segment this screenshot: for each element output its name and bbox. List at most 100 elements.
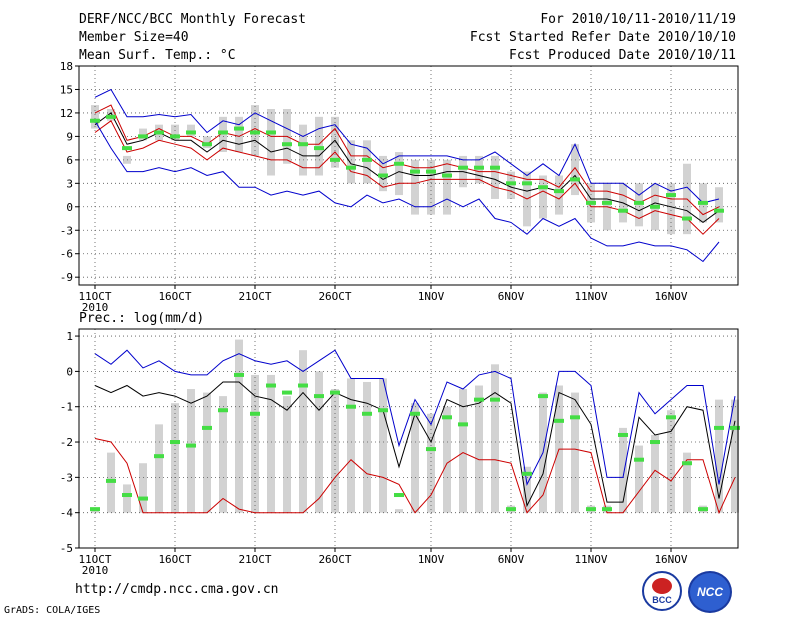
temp-spread-bar (539, 175, 547, 219)
precip-spread-bar (475, 385, 483, 513)
temp-xtick-label: 11NOV (574, 290, 607, 303)
temp-xtick-label: 11OCT (78, 290, 111, 303)
precip-spread-bar (347, 378, 355, 513)
temp-ytick-label: -9 (60, 271, 73, 284)
temp-xtick-label: 16NOV (654, 290, 687, 303)
temp-ytick-label: -3 (60, 224, 73, 237)
chart-title: DERF/NCC/BCC Monthly Forecast (79, 12, 306, 27)
precip-spread-bar (299, 350, 307, 513)
precip-obs-marker (186, 443, 196, 448)
precip-xtick-label: 16NOV (654, 553, 687, 566)
precip-xtick-label: 1NOV (418, 553, 445, 566)
precip-spread-bar (683, 452, 691, 513)
precip-obs-marker (362, 411, 372, 416)
precip-obs-marker (682, 461, 692, 466)
temp-obs-marker (506, 181, 516, 186)
precip-spread-bar (187, 389, 195, 513)
precip-xtick-label: 26OCT (318, 553, 351, 566)
precip-obs-marker (298, 383, 308, 388)
precip-spread-bar (459, 389, 467, 513)
temp-ytick-label: 3 (66, 177, 73, 190)
precip-obs-marker (554, 418, 564, 423)
temp-obs-marker (282, 142, 292, 147)
temp-obs-marker (682, 216, 692, 221)
temp-line-red_upper (94, 104, 720, 216)
temp-obs-marker (650, 204, 660, 209)
temp-obs-marker (618, 208, 628, 213)
temp-obs-marker (330, 157, 340, 162)
temp-ytick-label: 12 (60, 107, 73, 120)
temp-obs-marker (602, 200, 612, 205)
precip-spread-bar (379, 378, 387, 513)
precip-obs-marker (714, 425, 724, 430)
precip-obs-marker (522, 471, 532, 476)
variable-label: Mean Surf. Temp.: °C (79, 48, 236, 63)
temp-spread-bar (395, 152, 403, 196)
precip-spread-bar (283, 396, 291, 513)
precip-obs-marker (506, 507, 516, 512)
precip-spread-bar (427, 413, 435, 513)
precip-spread-bar (619, 427, 627, 513)
precip-obs-marker (618, 432, 628, 437)
temp-panel: -9 -6 -3 0 3 6 9 12 15 18 11OCT 16OCT 21OCT 26OCT 1NOV… (60, 60, 739, 314)
precip-xtick-label: 16OCT (158, 553, 191, 566)
precip-spread-bar (731, 399, 739, 513)
temp-obs-marker (202, 142, 212, 147)
precip-spread-bar (155, 424, 163, 513)
precip-obs-marker (218, 408, 228, 413)
precip-obs-marker (474, 397, 484, 402)
temp-obs-marker (554, 189, 564, 194)
precip-obs-marker (314, 394, 324, 399)
temp-obs-marker (170, 134, 180, 139)
precip-spread-bar (571, 392, 579, 513)
temp-xtick-label: 1NOV (418, 290, 445, 303)
precip-obs-marker (538, 394, 548, 399)
ncc-logo: NCC (688, 571, 732, 613)
precip-obs-marker (154, 454, 164, 459)
source-url[interactable]: http://cmdp.ncc.cma.gov.cn (75, 582, 279, 597)
temp-xtick-label: 26OCT (318, 290, 351, 303)
precip-obs-marker (106, 478, 116, 483)
precip-spread-bar (635, 445, 643, 513)
precip-obs-marker (730, 425, 740, 430)
temp-year-label: 2010 (82, 301, 109, 314)
member-size: Member Size=40 (79, 30, 189, 45)
precip-obs-marker (426, 447, 436, 452)
precip-spread-bar (443, 406, 451, 513)
precip-obs-marker (122, 493, 132, 498)
precip-spread-bar (235, 339, 243, 513)
precip-spread-bar (331, 389, 339, 513)
precip-panel: -5 -4 -3 -2 -1 0 1 11OCT 16OCT 21OCT 26OCT 1NOV 6NOV… (60, 328, 740, 577)
temp-obs-marker (378, 173, 388, 178)
temp-obs-marker (634, 200, 644, 205)
temp-obs-marker (298, 142, 308, 147)
ncc-logo-text: NCC (697, 585, 723, 599)
precip-ytick-label: 1 (66, 330, 73, 343)
temp-obs-marker (394, 161, 404, 166)
precip-ytick-label: -1 (60, 401, 73, 414)
temp-obs-marker (186, 130, 196, 135)
precip-obs-marker (410, 411, 420, 416)
precip-spread-bar (219, 396, 227, 513)
precip-obs-marker (394, 493, 404, 498)
temp-spread-bar (91, 105, 99, 129)
temp-spread-bar (571, 144, 579, 196)
temp-ytick-label: -6 (60, 248, 73, 261)
precip-spread-bar (267, 374, 275, 513)
precip-spread-bar (651, 434, 659, 513)
temp-obs-marker (362, 157, 372, 162)
forecast-started-date: Fcst Started Refer Date 2010/10/10 (469, 30, 736, 45)
precip-spread-bar (523, 466, 531, 513)
grads-credit: GrADS: COLA/IGES (4, 605, 101, 616)
precip-obs-marker (634, 457, 644, 462)
temp-obs-marker (458, 165, 468, 170)
precip-year-label: 2010 (82, 564, 109, 577)
precip-obs-marker (586, 507, 596, 512)
precip-obs-marker (490, 397, 500, 402)
temp-obs-marker (474, 165, 484, 170)
temp-ytick-label: 6 (66, 154, 73, 167)
temp-obs-marker (666, 193, 676, 198)
temp-obs-marker (410, 169, 420, 174)
temp-obs-marker (218, 130, 228, 135)
temp-xtick-label: 6NOV (498, 290, 525, 303)
